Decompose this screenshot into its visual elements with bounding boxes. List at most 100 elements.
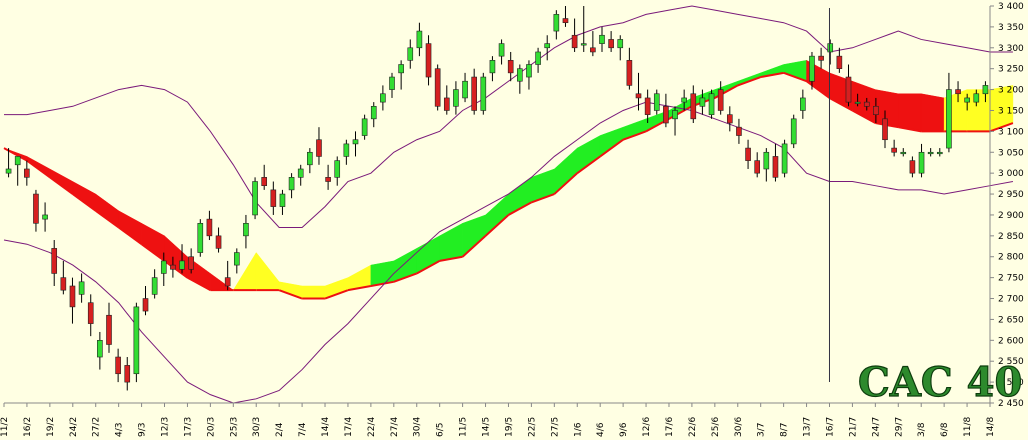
candle-body xyxy=(307,151,313,166)
candle-body xyxy=(873,105,879,115)
candle xyxy=(307,148,313,174)
candle-body xyxy=(800,97,806,111)
candle-body xyxy=(224,277,231,287)
candle-body xyxy=(179,260,185,270)
candle xyxy=(544,35,551,61)
candle-body xyxy=(946,89,952,149)
candle xyxy=(215,227,222,253)
x-tick-label: 1/6 xyxy=(573,422,583,437)
y-tick-label: 3 000 xyxy=(998,169,1024,179)
candle-body xyxy=(24,168,30,178)
candle xyxy=(955,81,961,103)
candle-body xyxy=(106,314,112,345)
candle-body xyxy=(736,126,742,136)
cloud-edge xyxy=(461,235,487,258)
y-tick-label: 2 600 xyxy=(998,336,1024,346)
y-tick-label: 2 950 xyxy=(998,190,1024,200)
y-tick-label: 2 550 xyxy=(998,357,1024,367)
candle xyxy=(489,56,496,82)
candle-body xyxy=(608,39,614,49)
cloud-edge xyxy=(49,176,74,195)
candle xyxy=(653,89,660,115)
candle-body xyxy=(708,93,715,115)
candle xyxy=(416,22,423,57)
candle-body xyxy=(507,60,514,74)
candle xyxy=(946,72,952,153)
candle-body xyxy=(471,76,477,111)
x-axis: 11/2 16/2 19/2 24/2 27/2 4/3 9/3 12/3 17/3 20/3 25… xyxy=(0,402,996,437)
candle xyxy=(763,148,770,182)
candle-body xyxy=(206,218,213,237)
candle xyxy=(316,127,322,165)
candle-body xyxy=(252,181,258,216)
candle-body xyxy=(562,18,569,24)
cloud-edge xyxy=(553,172,578,195)
x-tick-label: 19/2 xyxy=(46,417,56,437)
candle-body xyxy=(14,156,21,166)
candle xyxy=(361,114,368,140)
cloud-edge xyxy=(531,193,555,204)
candle-body xyxy=(361,118,368,136)
candle-body xyxy=(653,93,660,111)
candle-body xyxy=(288,177,295,191)
candle xyxy=(188,248,194,274)
candle xyxy=(699,89,706,115)
candle-body xyxy=(772,156,779,178)
candle xyxy=(936,148,943,157)
candle-body xyxy=(170,264,176,270)
candle-body xyxy=(416,30,423,49)
candle xyxy=(617,35,624,61)
candle xyxy=(160,252,167,286)
candle xyxy=(471,68,477,115)
x-tick-label: 14/5 xyxy=(482,417,492,437)
cloud-edge xyxy=(3,147,28,162)
candle xyxy=(599,26,605,52)
candle xyxy=(818,47,824,69)
candle-body xyxy=(443,97,450,111)
candle xyxy=(407,39,414,69)
candle-body xyxy=(87,302,94,324)
candle-body xyxy=(370,105,377,120)
candle-body xyxy=(334,160,341,178)
candle-body xyxy=(891,147,897,153)
y-tick-label: 2 700 xyxy=(998,295,1024,305)
candle xyxy=(571,18,578,52)
cloud-edge xyxy=(186,276,211,292)
candle xyxy=(882,110,888,149)
candle xyxy=(517,64,523,94)
candle-body xyxy=(407,47,414,61)
candle-body xyxy=(398,64,404,74)
candle-body xyxy=(690,93,697,120)
cloud-edge xyxy=(163,260,189,279)
candle-body xyxy=(498,43,505,57)
candle-body xyxy=(854,101,861,104)
ichimoku-cloud xyxy=(3,59,1014,300)
candle-body xyxy=(553,14,560,32)
cloud-edge xyxy=(393,272,418,283)
candle xyxy=(270,181,277,215)
candle xyxy=(252,177,258,220)
x-tick-label: 8/7 xyxy=(780,423,790,437)
candle-body xyxy=(617,39,624,49)
candle-body xyxy=(197,223,204,253)
candle-body xyxy=(60,277,67,291)
candle-body xyxy=(918,151,925,174)
x-tick-label: 17/4 xyxy=(344,417,354,437)
candle xyxy=(800,89,806,119)
candle-body xyxy=(243,223,249,237)
candle xyxy=(243,214,249,249)
candle xyxy=(726,106,733,132)
candle xyxy=(873,97,879,124)
x-tick-label: 13/7 xyxy=(803,417,813,437)
x-tick-label: 7/4 xyxy=(298,422,308,437)
candle-body xyxy=(982,85,989,95)
x-tick-label: 27/2 xyxy=(92,417,102,437)
candle xyxy=(142,285,149,316)
candle-body xyxy=(97,340,103,358)
cloud-edge xyxy=(140,243,166,262)
candle xyxy=(644,89,651,124)
candle-body xyxy=(827,43,834,53)
candle xyxy=(498,39,505,65)
y-tick-label: 3 200 xyxy=(998,86,1024,96)
